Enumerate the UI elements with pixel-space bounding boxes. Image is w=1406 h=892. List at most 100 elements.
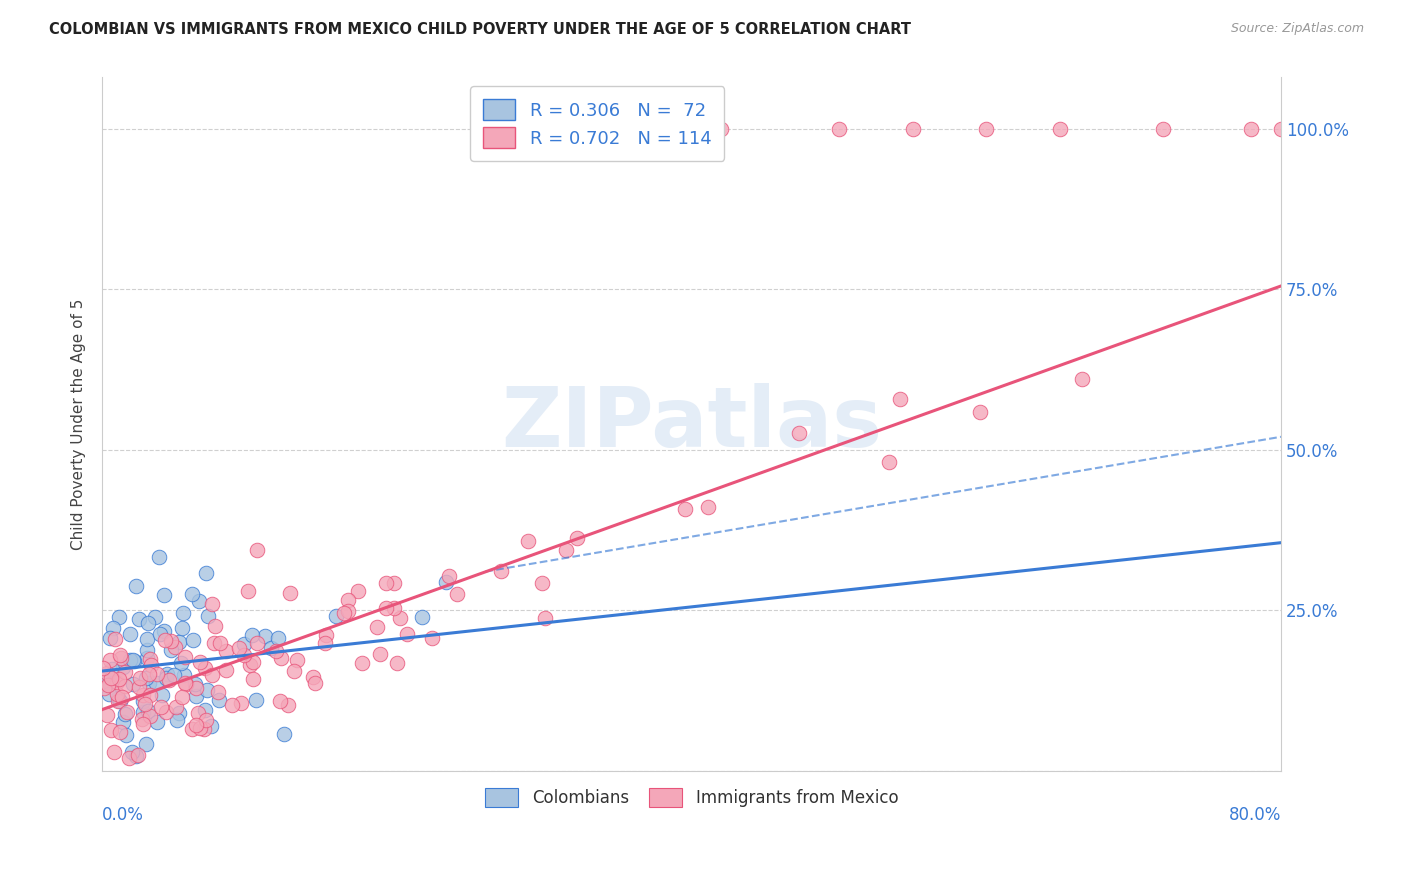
- Point: [174, 650, 197, 665]
- Point: [304, 676, 326, 690]
- Point: [555, 542, 578, 557]
- Point: [270, 650, 292, 665]
- Point: [204, 619, 226, 633]
- Point: [136, 632, 159, 647]
- Point: [100, 671, 122, 685]
- Point: [139, 688, 162, 702]
- Point: [139, 651, 162, 665]
- Point: [110, 651, 132, 665]
- Point: [229, 696, 252, 710]
- Point: [114, 665, 136, 679]
- Text: 80.0%: 80.0%: [1229, 805, 1281, 824]
- Point: [98, 687, 121, 701]
- Point: [108, 694, 131, 708]
- Point: [117, 750, 139, 764]
- Point: [382, 576, 405, 591]
- Point: [337, 604, 360, 618]
- Point: [163, 667, 186, 681]
- Point: [93, 681, 115, 696]
- Point: [136, 643, 159, 657]
- Point: [149, 626, 172, 640]
- Point: [368, 647, 391, 661]
- Point: [214, 664, 236, 678]
- Point: [366, 620, 388, 634]
- Point: [135, 651, 157, 665]
- Point: [96, 665, 118, 680]
- Point: [96, 707, 118, 722]
- Point: [184, 689, 207, 703]
- Legend: Colombians, Immigrants from Mexico: Colombians, Immigrants from Mexico: [478, 781, 905, 814]
- Point: [128, 671, 150, 685]
- Point: [184, 717, 207, 731]
- Point: [901, 121, 924, 136]
- Point: [193, 723, 215, 737]
- Point: [411, 609, 433, 624]
- Point: [91, 661, 114, 675]
- Point: [233, 648, 256, 662]
- Point: [260, 640, 283, 655]
- Point: [214, 643, 236, 657]
- Point: [128, 612, 150, 626]
- Point: [181, 722, 204, 736]
- Point: [283, 665, 305, 679]
- Point: [202, 636, 225, 650]
- Point: [127, 748, 149, 763]
- Point: [434, 574, 457, 589]
- Point: [245, 542, 267, 557]
- Point: [122, 654, 145, 668]
- Point: [101, 621, 124, 635]
- Point: [165, 699, 187, 714]
- Point: [173, 668, 195, 682]
- Point: [239, 658, 262, 673]
- Point: [195, 683, 218, 698]
- Text: Source: ZipAtlas.com: Source: ZipAtlas.com: [1230, 22, 1364, 36]
- Point: [194, 661, 217, 675]
- Point: [135, 671, 157, 685]
- Point: [194, 703, 217, 717]
- Point: [155, 705, 177, 719]
- Point: [336, 593, 359, 607]
- Point: [254, 628, 277, 642]
- Point: [242, 656, 264, 670]
- Point: [195, 566, 218, 580]
- Point: [157, 673, 180, 687]
- Point: [114, 707, 136, 722]
- Point: [118, 627, 141, 641]
- Point: [98, 632, 121, 646]
- Point: [673, 501, 696, 516]
- Point: [325, 608, 347, 623]
- Point: [143, 609, 166, 624]
- Point: [187, 706, 209, 721]
- Point: [877, 455, 900, 469]
- Point: [184, 681, 207, 696]
- Point: [534, 611, 557, 625]
- Point: [530, 575, 553, 590]
- Point: [134, 697, 156, 711]
- Point: [138, 666, 160, 681]
- Point: [697, 500, 720, 514]
- Point: [167, 706, 190, 721]
- Point: [150, 688, 173, 702]
- Point: [172, 606, 194, 620]
- Point: [107, 691, 129, 706]
- Point: [1240, 121, 1263, 136]
- Text: COLOMBIAN VS IMMIGRANTS FROM MEXICO CHILD POVERTY UNDER THE AGE OF 5 CORRELATION: COLOMBIAN VS IMMIGRANTS FROM MEXICO CHIL…: [49, 22, 911, 37]
- Point: [489, 565, 512, 579]
- Point: [710, 121, 733, 136]
- Point: [1152, 121, 1174, 136]
- Point: [314, 636, 336, 650]
- Point: [207, 685, 229, 699]
- Point: [121, 676, 143, 690]
- Point: [98, 653, 121, 667]
- Point: [135, 737, 157, 751]
- Point: [110, 648, 132, 662]
- Point: [105, 674, 128, 689]
- Point: [350, 656, 373, 670]
- Point: [132, 688, 155, 702]
- Y-axis label: Child Poverty Under the Age of 5: Child Poverty Under the Age of 5: [72, 298, 86, 549]
- Point: [139, 657, 162, 672]
- Point: [382, 600, 405, 615]
- Point: [156, 666, 179, 681]
- Point: [174, 676, 197, 690]
- Point: [567, 531, 589, 545]
